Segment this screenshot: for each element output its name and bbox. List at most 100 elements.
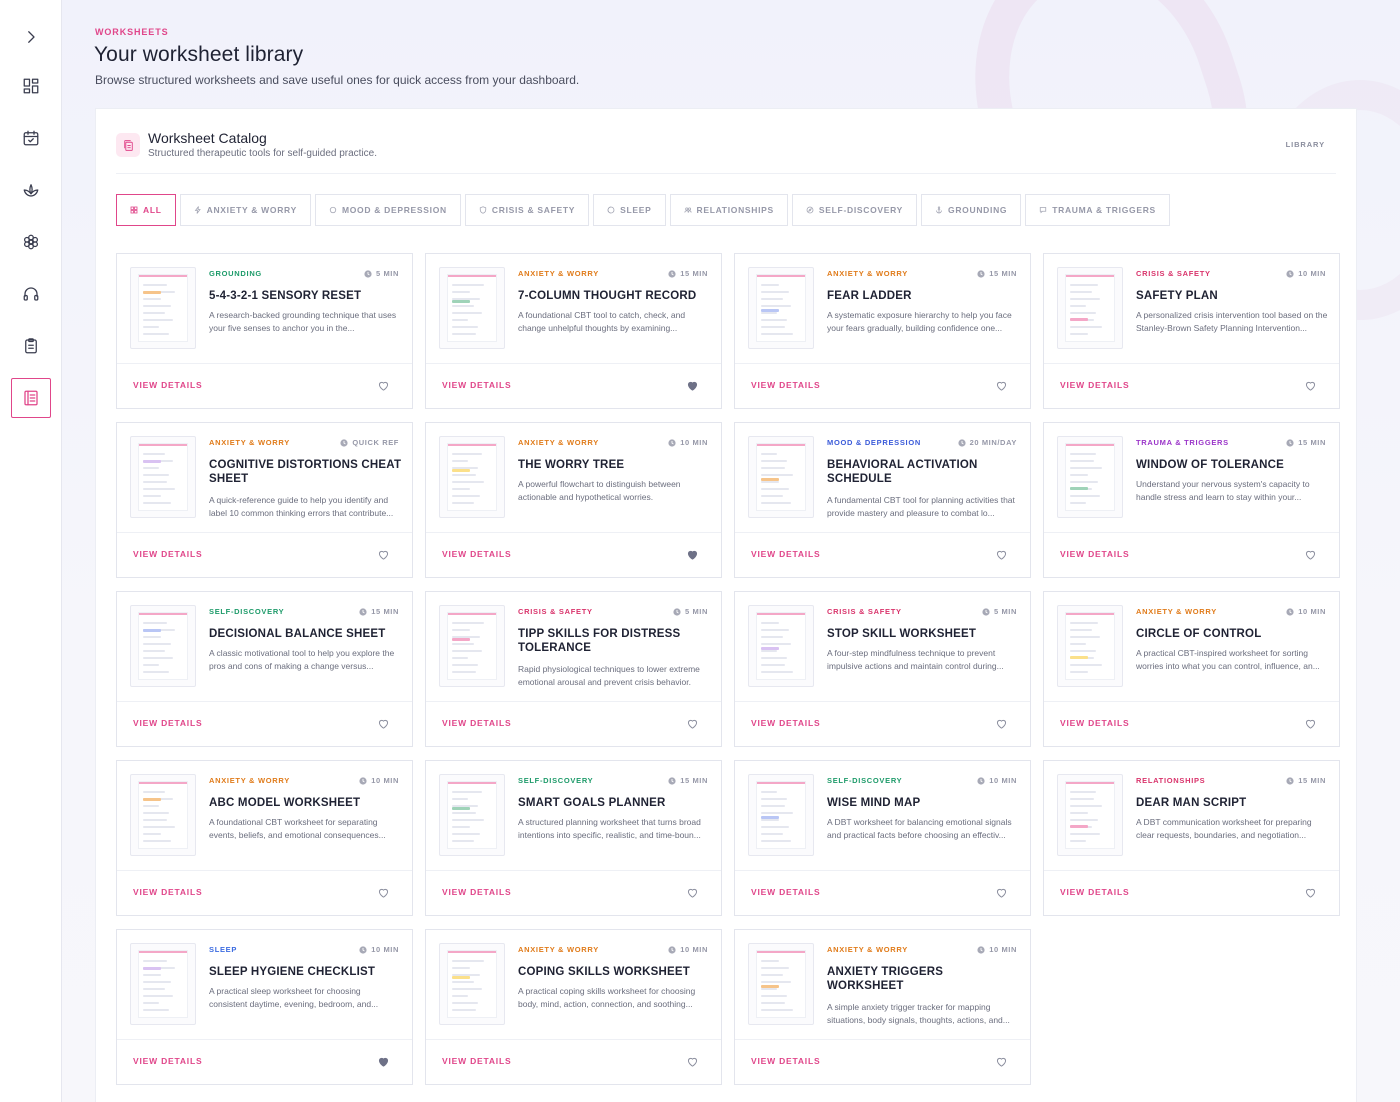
view-details-link[interactable]: VIEW DETAILS: [442, 380, 512, 390]
card-description: A practical CBT-inspired worksheet for s…: [1136, 648, 1320, 671]
view-details-link[interactable]: VIEW DETAILS: [751, 549, 821, 559]
worksheet-card[interactable]: SLEEP 10 MIN SLEEP HYGIENE CHECKLIST A prac…: [116, 929, 413, 1085]
worksheet-thumbnail: [130, 436, 196, 518]
card-category: ANXIETY & WORRY: [827, 945, 908, 954]
view-details-link[interactable]: VIEW DETAILS: [133, 718, 203, 728]
heart-filled-icon[interactable]: [686, 379, 699, 392]
clock-icon: [668, 438, 676, 447]
heart-icon[interactable]: [377, 886, 390, 899]
worksheet-card[interactable]: ANXIETY & WORRY 10 MIN THE WORRY TREE A pow…: [425, 422, 722, 578]
view-details-link[interactable]: VIEW DETAILS: [751, 380, 821, 390]
heart-icon[interactable]: [686, 1055, 699, 1068]
worksheet-card[interactable]: RELATIONSHIPS 15 MIN DEAR MAN SCRIPT A DBT …: [1043, 760, 1340, 916]
heart-icon[interactable]: [377, 548, 390, 561]
view-details-link[interactable]: VIEW DETAILS: [442, 1056, 512, 1066]
heart-icon[interactable]: [1304, 886, 1317, 899]
sidebar-item-exercises[interactable]: [11, 222, 51, 262]
view-details-link[interactable]: VIEW DETAILS: [751, 1056, 821, 1066]
lotus-icon: [23, 184, 39, 197]
heart-icon[interactable]: [1304, 717, 1317, 730]
view-details-link[interactable]: VIEW DETAILS: [442, 718, 512, 728]
filter-grounding[interactable]: GROUNDING: [921, 194, 1022, 226]
worksheet-card[interactable]: ANXIETY & WORRY 15 MIN 7-COLUMN THOUGHT RE…: [425, 253, 722, 409]
view-details-link[interactable]: VIEW DETAILS: [1060, 380, 1130, 390]
worksheet-card[interactable]: ANXIETY & WORRY 10 MIN ANXIETY TRIGGERS WO…: [734, 929, 1031, 1085]
heart-filled-icon[interactable]: [686, 548, 699, 561]
view-details-link[interactable]: VIEW DETAILS: [133, 887, 203, 897]
filter-crisis-safety[interactable]: CRISIS & SAFETY: [464, 194, 590, 226]
clock-icon: [668, 776, 676, 785]
worksheet-card[interactable]: TRAUMA & TRIGGERS 15 MIN WINDOW OF TOLERAN…: [1043, 422, 1340, 578]
heart-icon[interactable]: [377, 717, 390, 730]
heart-icon[interactable]: [1304, 379, 1317, 392]
worksheet-card[interactable]: ANXIETY & WORRY 10 MIN COPING SKILLS WORKS…: [425, 929, 722, 1085]
card-title: COGNITIVE DISTORTIONS CHEAT SHEET: [209, 459, 402, 485]
heart-icon[interactable]: [995, 1055, 1008, 1068]
filter-sleep[interactable]: SLEEP: [593, 194, 666, 226]
card-description: A four-step mindfulness technique to pre…: [827, 648, 1004, 671]
worksheet-card[interactable]: SELF-DISCOVERY 10 MIN WISE MIND MAP A DBT w…: [734, 760, 1031, 916]
card-duration: 10 MIN: [359, 945, 399, 954]
worksheet-card[interactable]: CRISIS & SAFETY 5 MIN TIPP SKILLS FOR DIST…: [425, 591, 722, 747]
expand-sidebar-button[interactable]: [11, 17, 51, 57]
heart-icon[interactable]: [686, 717, 699, 730]
worksheet-thumbnail: [439, 267, 505, 349]
heart-icon[interactable]: [995, 886, 1008, 899]
view-details-link[interactable]: VIEW DETAILS: [133, 549, 203, 559]
sidebar-item-calendar[interactable]: [11, 118, 51, 158]
sidebar-item-dashboard[interactable]: [11, 66, 51, 106]
card-category: CRISIS & SAFETY: [518, 607, 593, 616]
divider: [1044, 701, 1339, 702]
worksheet-card[interactable]: ANXIETY & WORRY 10 MIN CIRCLE OF CONTROL A …: [1043, 591, 1340, 747]
sidebar-item-assessments[interactable]: [11, 326, 51, 366]
filter-label: CRISIS & SAFETY: [491, 205, 576, 215]
sidebar-item-audio[interactable]: [11, 274, 51, 314]
filter-anxiety-worry[interactable]: ANXIETY & WORRY: [179, 194, 311, 226]
card-duration: 10 MIN: [359, 776, 399, 785]
view-details-link[interactable]: VIEW DETAILS: [751, 887, 821, 897]
worksheet-card[interactable]: ANXIETY & WORRY 10 MIN ABC MODEL WORKSHEET…: [116, 760, 413, 916]
filter-self-discovery[interactable]: SELF-DISCOVERY: [791, 194, 918, 226]
sidebar-item-worksheets[interactable]: [11, 378, 51, 418]
card-duration: 10 MIN: [977, 945, 1017, 954]
view-details-link[interactable]: VIEW DETAILS: [1060, 887, 1130, 897]
view-details-link[interactable]: VIEW DETAILS: [1060, 718, 1130, 728]
worksheet-card[interactable]: SELF-DISCOVERY 15 MIN SMART GOALS PLANNER A…: [425, 760, 722, 916]
worksheet-card[interactable]: CRISIS & SAFETY 5 MIN STOP SKILL WORKSHEET…: [734, 591, 1031, 747]
worksheet-card[interactable]: GROUNDING 5 MIN 5-4-3-2-1 SENSORY RESET A r…: [116, 253, 413, 409]
heart-icon[interactable]: [377, 379, 390, 392]
heart-filled-icon[interactable]: [377, 1055, 390, 1068]
card-title: DEAR MAN SCRIPT: [1136, 797, 1247, 809]
worksheet-card[interactable]: CRISIS & SAFETY 10 MIN SAFETY PLAN A person…: [1043, 253, 1340, 409]
worksheet-card[interactable]: MOOD & DEPRESSION 20 MIN/DAY BEHAVIORAL AC…: [734, 422, 1031, 578]
view-details-link[interactable]: VIEW DETAILS: [442, 549, 512, 559]
heart-icon[interactable]: [1304, 548, 1317, 561]
filter-mood-depression[interactable]: MOOD & DEPRESSION: [314, 194, 461, 226]
card-description: A simple anxiety trigger tracker for map…: [827, 1002, 1010, 1025]
view-details-link[interactable]: VIEW DETAILS: [133, 1056, 203, 1066]
heart-icon[interactable]: [686, 886, 699, 899]
view-details-link[interactable]: VIEW DETAILS: [442, 887, 512, 897]
duration-label: 15 MIN: [1298, 776, 1326, 785]
worksheet-thumbnail: [130, 943, 196, 1025]
sidebar-item-meditation[interactable]: [11, 170, 51, 210]
filter-trauma-triggers[interactable]: TRAUMA & TRIGGERS: [1025, 194, 1170, 226]
catalog-icon: [116, 133, 140, 157]
view-details-link[interactable]: VIEW DETAILS: [133, 380, 203, 390]
worksheet-catalog-panel: Worksheet Catalog Structured therapeutic…: [95, 108, 1357, 1102]
worksheet-card[interactable]: ANXIETY & WORRY QUICK REF COGNITIVE DISTOR…: [116, 422, 413, 578]
worksheet-card[interactable]: SELF-DISCOVERY 15 MIN DECISIONAL BALANCE S…: [116, 591, 413, 747]
filter-relationships[interactable]: RELATIONSHIPS: [669, 194, 788, 226]
card-description: A foundational CBT worksheet for separat…: [209, 817, 386, 840]
heart-icon[interactable]: [995, 717, 1008, 730]
heart-icon[interactable]: [995, 379, 1008, 392]
view-details-link[interactable]: VIEW DETAILS: [751, 718, 821, 728]
duration-label: 5 MIN: [375, 269, 399, 278]
filter-label: ANXIETY & WORRY: [206, 205, 297, 215]
duration-label: 20 MIN/DAY: [969, 438, 1017, 447]
heart-icon[interactable]: [995, 548, 1008, 561]
filter-all[interactable]: ALL: [116, 194, 176, 226]
worksheet-card[interactable]: ANXIETY & WORRY 15 MIN FEAR LADDER A system…: [734, 253, 1031, 409]
view-details-link[interactable]: VIEW DETAILS: [1060, 549, 1130, 559]
people-icon: [683, 207, 692, 213]
